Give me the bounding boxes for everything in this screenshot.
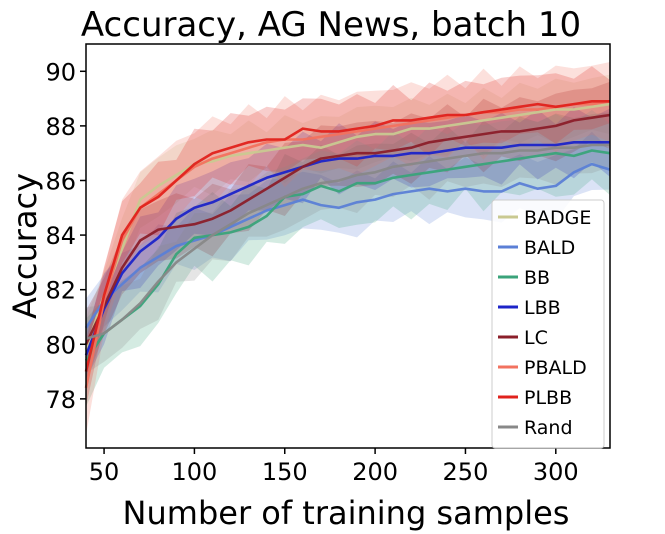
- chart-title: Accuracy, AG News, batch 10: [81, 5, 581, 45]
- y-tick-label: 80: [45, 331, 76, 359]
- legend-label-plbb: PLBB: [524, 387, 572, 409]
- legend-label-lc: LC: [524, 327, 548, 349]
- line-badge: [84, 102, 611, 351]
- band-rand: [86, 110, 610, 374]
- legend-label-bb: BB: [524, 267, 550, 289]
- y-tick-label: 84: [45, 222, 76, 250]
- line-bald: [84, 162, 611, 329]
- x-tick-label: 150: [262, 458, 308, 486]
- x-tick-label: 100: [172, 458, 218, 486]
- y-tick-label: 88: [45, 113, 76, 141]
- series-lines: [84, 100, 611, 389]
- legend-label-lbb: LBB: [524, 297, 561, 319]
- x-tick-label: 200: [352, 458, 398, 486]
- plot-frame: [85, 43, 611, 449]
- line-lc: [84, 113, 611, 345]
- x-tick-label: 300: [533, 458, 579, 486]
- y-tick-label: 82: [45, 277, 76, 305]
- band-lbb: [86, 107, 610, 380]
- line-rand: [85, 143, 610, 341]
- legend-label-rand: Rand: [524, 417, 573, 439]
- line-bb: [84, 149, 611, 362]
- legend: BADGE BALD BB LBB LC PBALD PLBB Rand: [491, 199, 605, 449]
- y-tick-label: 86: [45, 167, 76, 195]
- band-lc: [86, 81, 610, 382]
- x-axis-label: Number of training samples: [123, 494, 570, 532]
- legend-label-pbald: PBALD: [524, 357, 587, 379]
- x-tick-label: 250: [443, 458, 489, 486]
- line-plbb: [84, 100, 610, 372]
- line-lbb: [84, 141, 610, 356]
- y-tick-label: 78: [45, 386, 76, 414]
- legend-box: [491, 199, 605, 449]
- axis-ticks: 50 100 150 200 250 300 78 80 82 84 86 88 90: [45, 58, 578, 486]
- y-tick-label: 90: [45, 58, 76, 86]
- band-bald: [86, 131, 610, 360]
- legend-label-badge: BADGE: [524, 207, 591, 229]
- legend-label-bald: BALD: [524, 237, 575, 259]
- band-bb: [86, 112, 610, 407]
- x-tick-label: 50: [89, 458, 120, 486]
- band-pbald: [86, 62, 610, 436]
- y-axis-label: Accuracy: [6, 173, 44, 319]
